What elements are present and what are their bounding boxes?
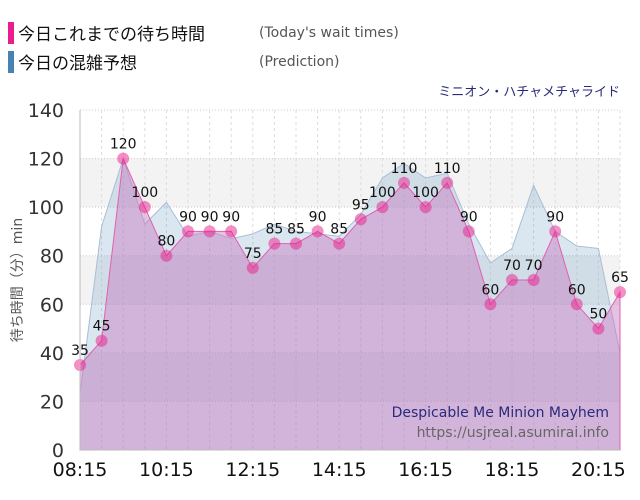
data-point bbox=[225, 225, 238, 238]
x-tick-label: 20:15 bbox=[571, 459, 626, 481]
data-point bbox=[246, 261, 259, 274]
y-tick-label: 20 bbox=[40, 391, 64, 413]
data-point bbox=[592, 322, 605, 335]
data-label: 75 bbox=[244, 246, 262, 262]
data-point bbox=[290, 237, 302, 250]
data-label: 100 bbox=[131, 185, 158, 201]
data-label: 60 bbox=[568, 282, 586, 298]
y-tick-label: 140 bbox=[28, 100, 64, 122]
data-point bbox=[95, 334, 108, 347]
legend-today: 今日これまでの待ち時間 (Today's wait times) bbox=[8, 20, 399, 45]
data-point bbox=[268, 237, 281, 250]
data-label: 60 bbox=[481, 282, 499, 298]
data-label: 85 bbox=[265, 222, 283, 238]
plot-band bbox=[80, 158, 620, 208]
y-tick-label: 80 bbox=[40, 246, 64, 268]
data-point bbox=[182, 225, 194, 238]
data-label: 90 bbox=[309, 209, 327, 225]
data-label: 95 bbox=[352, 197, 370, 213]
data-point bbox=[376, 201, 389, 214]
data-point bbox=[527, 274, 540, 286]
plot-band bbox=[80, 304, 620, 353]
data-point bbox=[138, 201, 151, 214]
y-tick-label: 120 bbox=[28, 149, 64, 171]
data-point bbox=[614, 286, 626, 299]
data-point bbox=[419, 201, 432, 214]
data-point bbox=[398, 176, 410, 189]
data-point bbox=[117, 152, 130, 165]
x-tick-label: 10:15 bbox=[139, 459, 194, 481]
data-point bbox=[484, 298, 497, 311]
data-point bbox=[354, 213, 367, 226]
y-tick-label: 0 bbox=[52, 440, 64, 462]
x-tick-label: 08:15 bbox=[53, 459, 108, 481]
legend-label-en: (Prediction) bbox=[259, 53, 340, 70]
plot-band bbox=[80, 110, 620, 159]
data-label: 90 bbox=[546, 209, 564, 225]
watermark-title: Despicable Me Minion Mayhem bbox=[392, 405, 609, 421]
y-tick-label: 40 bbox=[40, 343, 64, 365]
data-label: 70 bbox=[525, 258, 543, 274]
plot-band bbox=[80, 352, 620, 402]
data-point bbox=[203, 225, 216, 238]
data-label: 110 bbox=[391, 161, 418, 177]
chart-title: ミニオン・ハチャメチャライド bbox=[438, 85, 620, 100]
data-label: 85 bbox=[287, 222, 305, 238]
legend-prediction: 今日の混雑予想 (Prediction) bbox=[8, 49, 339, 74]
data-point bbox=[462, 225, 475, 238]
legend-label: 今日の混雑予想 bbox=[18, 54, 137, 74]
x-tick-label: 18:15 bbox=[485, 459, 540, 481]
y-tick-label: 60 bbox=[40, 294, 64, 316]
data-point bbox=[311, 225, 324, 238]
legend-label: 今日これまでの待ち時間 bbox=[18, 25, 205, 45]
data-label: 90 bbox=[460, 209, 478, 225]
legend-swatch-today bbox=[8, 21, 14, 44]
data-label: 90 bbox=[179, 209, 197, 225]
data-label: 110 bbox=[434, 161, 461, 177]
data-label: 85 bbox=[330, 222, 348, 238]
data-point bbox=[160, 249, 173, 262]
y-tick-label: 100 bbox=[28, 197, 64, 219]
y-axis-label: 待ち時間（分）min bbox=[10, 218, 26, 342]
data-label: 50 bbox=[589, 307, 607, 323]
data-label: 65 bbox=[611, 270, 629, 286]
data-label: 90 bbox=[201, 209, 219, 225]
watermark-url: https://usjreal.asumirai.info bbox=[417, 425, 609, 441]
legend-label-en: (Today's wait times) bbox=[259, 24, 399, 41]
x-tick-label: 12:15 bbox=[225, 459, 280, 481]
data-point bbox=[333, 237, 346, 250]
data-label: 120 bbox=[110, 137, 137, 153]
data-point bbox=[570, 298, 583, 311]
data-label: 100 bbox=[412, 185, 439, 201]
data-label: 90 bbox=[222, 209, 240, 225]
x-tick-label: 14:15 bbox=[312, 459, 367, 481]
data-label: 80 bbox=[157, 234, 175, 250]
legend-swatch-prediction bbox=[8, 50, 14, 73]
data-point bbox=[441, 176, 454, 189]
x-tick-label: 16:15 bbox=[398, 459, 453, 481]
data-label: 100 bbox=[369, 185, 396, 201]
plot-band bbox=[80, 401, 620, 450]
data-point bbox=[506, 274, 518, 286]
data-label: 70 bbox=[503, 258, 521, 274]
data-point bbox=[549, 225, 562, 238]
data-label: 45 bbox=[93, 319, 111, 335]
